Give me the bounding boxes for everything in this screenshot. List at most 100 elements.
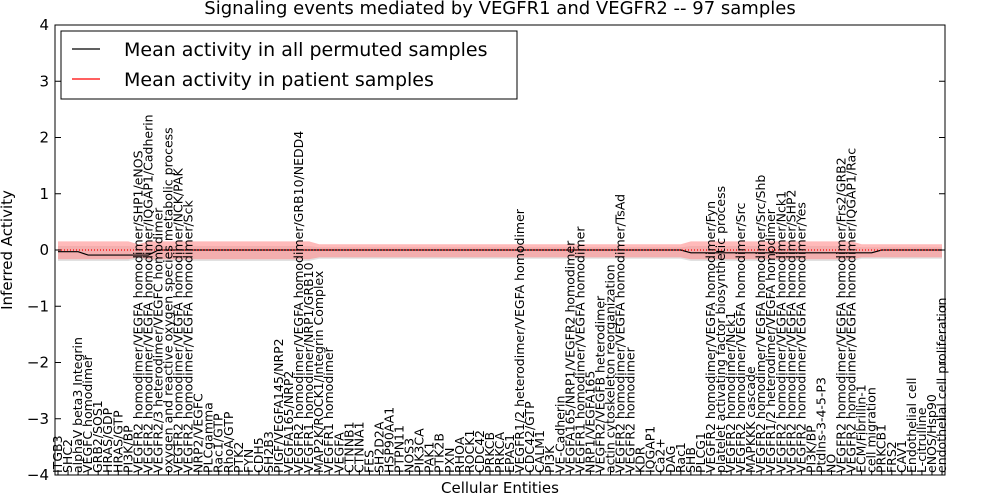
x-tick-label: NRP1/VEGFA165 [582, 371, 597, 473]
y-axis-label: Inferred Activity [0, 190, 16, 310]
x-tick-label: VE-Cadherin [552, 396, 567, 473]
y-tick-label: 4 [39, 16, 49, 34]
x-tick-label: PLCgamma [201, 402, 216, 473]
x-tick-label: PRKCB [482, 432, 497, 473]
x-tick-label: SHB [683, 447, 698, 473]
legend-label-patient: Mean activity in patient samples [124, 69, 434, 91]
x-tick-label: VEGFR2 homodimer/VEGFA homodimer/IQGAP1/… [844, 148, 859, 473]
x-tick-label: CDC42 [472, 430, 487, 473]
x-tick-label: VEGFR2 homodimer/VEGFA homodimer/Frs2/GR… [834, 157, 849, 473]
x-tick-label: PRKCA [492, 432, 507, 473]
x-tick-label: VEGFA165/NRP1/VEGFR2 homodimer [562, 240, 577, 473]
x-tick-label: PXN [442, 448, 457, 473]
x-tick-label: SH2B3 [261, 431, 276, 473]
x-tick-label: PI3K [542, 445, 557, 473]
y-tick-label: −4 [27, 466, 49, 484]
x-tick-label: VEGFR2 homodimer/VEGFA homodimer/SHP1/eN… [130, 150, 145, 473]
x-tick-label: FES [361, 450, 376, 473]
chart-title: Signaling events mediated by VEGFR1 and … [204, 0, 795, 19]
x-tick-label: KDR [633, 446, 648, 473]
x-tick-label: VEGFR2 homodimer [623, 346, 638, 473]
x-tick-label: PI3K/BP [120, 425, 135, 473]
x-tick-label: EPAS1 [502, 434, 517, 473]
y-tick-label: −1 [27, 297, 49, 315]
x-tick-label: CDH5 [251, 437, 266, 473]
x-tick-label: VEGFR2 homodimer/VEGFA homodimer/Src [733, 203, 748, 473]
x-tick-label: VEGFR2 homodimer/VEGFA homodimer/Nck1 [773, 191, 788, 473]
x-tick-label: VEGFR2 homodimer/VEGFA homodimer/Src/Shb [753, 175, 768, 473]
x-tick-label: PIK3CA [412, 428, 427, 473]
x-tick-label: SH2D2A [371, 421, 386, 473]
x-tick-label: Rac1 [673, 442, 688, 473]
x-tick-label: NOS3 [402, 438, 417, 473]
x-tick-label: VEGFR2 homodimer/VEGFA homodimer/GRB10/N… [291, 131, 306, 473]
legend-box [60, 30, 518, 100]
x-tick-label: CTNNB1 [341, 421, 356, 473]
x-tick-label: PRKCB1 [874, 424, 889, 473]
x-tick-label: PTPN11 [392, 425, 407, 473]
x-tick-label: VEGFR1/2 heterodimer/VEGFA homodimer [512, 208, 527, 473]
x-tick-label: PtdIns-3-4-5-P3 [813, 377, 828, 473]
x-tick-label: NRP2/VEGFC [191, 393, 206, 473]
x-tick-label: RHOA [452, 436, 467, 473]
x-tick-label: NO [824, 454, 839, 473]
y-tick-label: 2 [39, 129, 49, 147]
x-tick-label: PIGF/VEGFA145/NRP2 [271, 338, 286, 473]
x-tick-label: Ca2+ [653, 438, 668, 473]
x-tick-label: PAK1 [422, 442, 437, 473]
x-tick-label: eNOS/Hsp90 [924, 394, 939, 473]
y-tick-label: −2 [27, 354, 49, 372]
x-tick-label: VEGFR1 homodimer/NRP1/GRB10 [301, 262, 316, 473]
x-axis-label: Cellular Entities [441, 479, 559, 497]
x-tick-label: VEGFA165/NRP2 [281, 371, 296, 473]
x-tick-label: SHC2 [60, 439, 75, 473]
x-tick-label: alphaV beta3 Integrin [70, 337, 85, 473]
x-tick-label: VEGFR1 homodimer [321, 346, 336, 473]
x-tick-label: ITGB3 [50, 435, 65, 473]
series-lines [58, 249, 942, 256]
x-tick-label: actin cytoskeleton reorganization [603, 264, 618, 473]
x-tick-label: oxygen and reactive oxygen species metab… [161, 127, 176, 473]
x-tick-label: VEGFR2 homodimer/Nck1 [723, 312, 738, 473]
x-tick-label: VEGFR2 homodimer/VEGFA homodimer/IQGAP1/… [140, 114, 155, 473]
x-tick-label: VEGFR2/3 heterodimer/VEGFC homodimer [150, 207, 165, 473]
x-tick-label: ROCK1 [462, 430, 477, 473]
x-tick-label: VEGFC homodimer [80, 354, 95, 473]
x-tick-label: L-citrulline [914, 407, 929, 473]
x-tick-label: VEGFR2 homodimer/VEGFA homodimer/NCK/PAK [171, 168, 186, 473]
x-tick-label: FRS2 [884, 441, 899, 473]
x-tick-label: VEGFR2 homodimer/VEGFA homodimer/SHP2 [783, 189, 798, 473]
x-tick-label: VEGFR2 homodimer/VEGFA homodimer/Yes [793, 202, 808, 473]
x-tick-label: RhoA/GTP [221, 411, 236, 473]
x-tick-label: VEGFA [331, 432, 346, 473]
x-tick-label: HRAS/GDP [100, 407, 115, 473]
x-tick-label: MAP2K/ROCK1/Integrin Complex [311, 271, 326, 473]
x-tick-label: PLCG1 [693, 432, 708, 473]
x-tick-label: HSP90AA1 [382, 407, 397, 473]
y-tick-label: 1 [39, 185, 49, 203]
x-tick-label: PTK2B [432, 433, 447, 473]
x-tick-label: MAPKKK cascade [743, 366, 758, 473]
x-tick-label: Rac1/GTP [211, 413, 226, 473]
x-tick-label: VEGFR1 homodimer/VEGFA homodimer [572, 226, 587, 473]
x-tick-label: VEGFR2 homodimer/VEGFA homodimer/TsAd [613, 194, 628, 473]
x-tick-label: CALM1 [532, 430, 547, 473]
x-tick-label: CDC42/GTP [522, 401, 537, 473]
x-tick-label: PTK2 [231, 442, 246, 473]
x-tick-label: FYN [241, 449, 256, 473]
x-tick-label: PI3K/BP [803, 425, 818, 473]
x-tick-label: VEGFR2 homodimer/VEGFA homodimer/Sck [181, 200, 196, 473]
y-axis-ticks: −4 −3 −2 −1 0 1 2 3 4 [27, 16, 945, 484]
legend: Mean activity in all permuted samples Me… [60, 30, 518, 100]
x-tick-label: HRAS/GTP [110, 410, 125, 473]
x-tick-label: endothelial cell proliferation [934, 298, 949, 473]
x-tick-label: platelet activating factor biosynthetic … [713, 186, 728, 473]
x-tick-label: VEGFR1/2 heterodimer/VEGFA homodimer [763, 208, 778, 473]
x-tick-label: IQGAP1 [643, 426, 658, 473]
x-tick-label: CAV1 [894, 440, 909, 473]
legend-label-permuted: Mean activity in all permuted samples [124, 39, 487, 61]
x-tick-label: VEGFR2 homodimer/VEGFA homodimer/Fyn [703, 201, 718, 473]
x-tick-label: DAG [663, 446, 678, 473]
